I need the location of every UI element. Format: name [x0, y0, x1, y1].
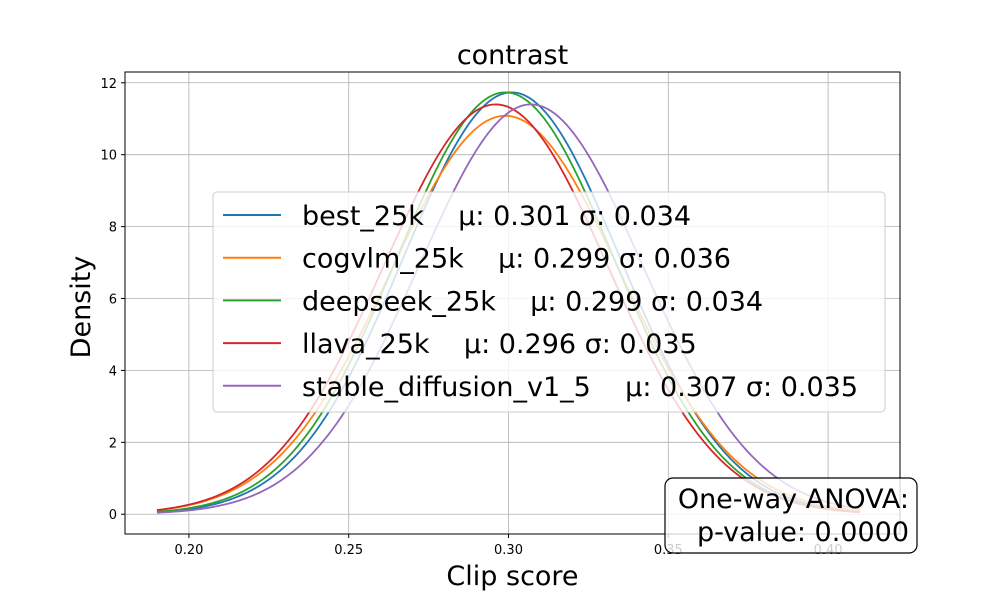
y-tick-label: 4: [109, 364, 117, 379]
y-tick-label: 10: [100, 149, 117, 164]
y-tick-label: 2: [109, 436, 117, 451]
legend-label: cogvlm_25k μ: 0.299 σ: 0.036: [302, 244, 731, 275]
x-tick-label: 0.30: [494, 543, 523, 558]
y-axis-label: Density: [66, 256, 97, 359]
legend-label: stable_diffusion_v1_5 μ: 0.307 σ: 0.035: [302, 372, 858, 403]
series-line-deepseek-25k: [156, 91, 861, 514]
legend-label: llava_25k μ: 0.296 σ: 0.035: [302, 329, 697, 360]
x-tick-label: 0.20: [174, 543, 203, 558]
anova-annotation: One-way ANOVA: p-value: 0.0000: [664, 477, 918, 554]
anova-title: One-way ANOVA:: [678, 484, 909, 515]
anova-pvalue: p-value: 0.0000: [697, 517, 909, 548]
x-tick-label: 0.25: [334, 543, 363, 558]
y-tick-label: 0: [109, 508, 117, 523]
legend: best_25k μ: 0.301 σ: 0.034 cogvlm_25k μ: …: [212, 191, 886, 413]
legend-label: deepseek_25k μ: 0.299 σ: 0.034: [302, 286, 763, 317]
y-tick-label: 6: [109, 293, 117, 308]
x-axis-label: Clip score: [446, 561, 578, 592]
series-line-stable-diffusion-v1-5: [156, 103, 861, 514]
anova-box: [664, 477, 918, 554]
y-tick-label: 12: [100, 77, 117, 92]
series-line-cogvlm-25k: [156, 114, 861, 512]
y-tick-label: 8: [109, 221, 117, 236]
legend-label: best_25k μ: 0.301 σ: 0.034: [302, 201, 691, 232]
plot-frame: [124, 71, 901, 535]
y-axis: 0 2 4 6 8 10 12: [100, 77, 125, 523]
legend-box: [212, 191, 886, 413]
chart-title: contrast: [457, 40, 568, 71]
